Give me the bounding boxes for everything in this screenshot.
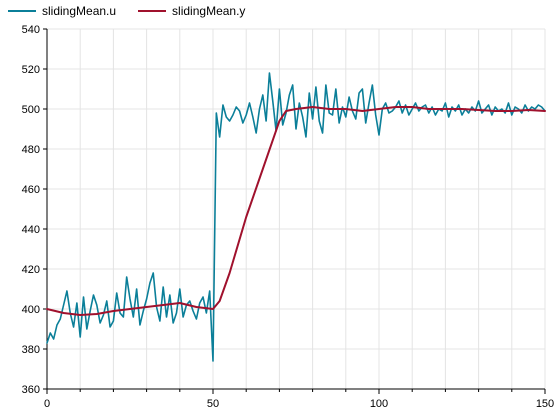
series-line-u: [46, 72, 546, 362]
y-tick-label: 500: [22, 104, 40, 116]
legend: slidingMean.u slidingMean.y: [8, 4, 245, 18]
legend-label-y: slidingMean.y: [172, 4, 246, 18]
y-tick-label: 520: [22, 64, 40, 76]
x-tick-label: 50: [207, 398, 219, 410]
y-tick-label: 460: [22, 184, 40, 196]
legend-swatch-y: [138, 10, 167, 12]
legend-swatch-u: [8, 10, 36, 12]
series-group: [46, 72, 546, 362]
y-tick-label: 380: [22, 344, 40, 356]
legend-item-u[interactable]: slidingMean.u: [8, 4, 116, 18]
legend-item-y[interactable]: slidingMean.y: [138, 4, 245, 18]
x-tick-label: 150: [536, 398, 554, 410]
y-tick-label: 360: [22, 384, 40, 396]
y-tick-label: 480: [22, 144, 40, 156]
y-tick-label: 400: [22, 304, 40, 316]
axes: [43, 28, 546, 394]
y-tick-label: 540: [22, 24, 40, 36]
series-line-y: [46, 106, 546, 316]
y-tick-label: 440: [22, 224, 40, 236]
x-tick-label: 0: [44, 398, 50, 410]
x-tick-label: 100: [370, 398, 388, 410]
legend-label-u: slidingMean.u: [42, 4, 117, 18]
tick-labels: 0 50 100 150 360 380 400 420 440 460 480 500 520 540: [22, 24, 555, 410]
plot-area: [47, 29, 545, 389]
grid: [46, 28, 546, 390]
y-tick-label: 420: [22, 264, 40, 276]
